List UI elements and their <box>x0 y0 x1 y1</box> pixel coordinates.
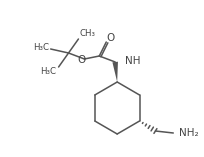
Text: NH: NH <box>125 56 141 66</box>
Text: O: O <box>77 55 85 65</box>
Text: CH₃: CH₃ <box>79 30 95 38</box>
Polygon shape <box>112 62 118 82</box>
Text: H₃C: H₃C <box>41 68 57 76</box>
Text: H₃C: H₃C <box>33 43 49 52</box>
Text: O: O <box>106 33 114 43</box>
Text: NH₂: NH₂ <box>179 128 199 138</box>
